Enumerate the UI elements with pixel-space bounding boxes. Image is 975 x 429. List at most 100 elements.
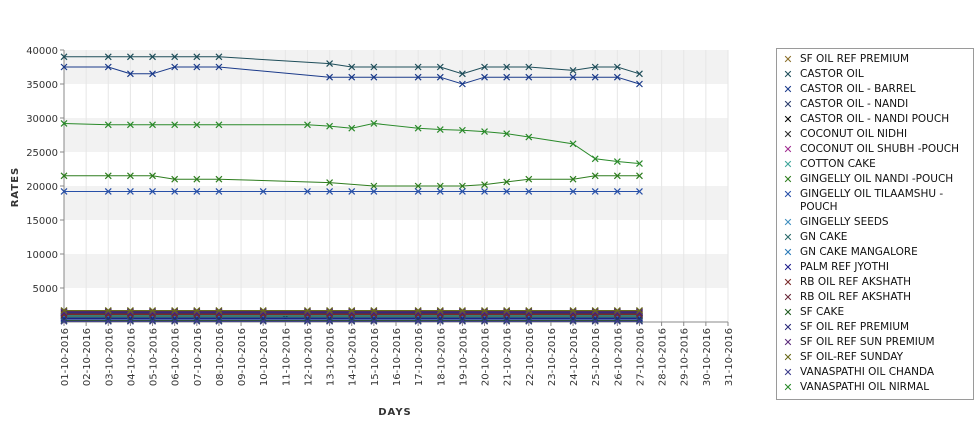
legend-marker-icon: ✕: [783, 366, 793, 379]
x-tick-label: 09-10-2016: [237, 328, 248, 386]
data-point: [60, 172, 68, 180]
data-point: [436, 317, 444, 325]
data-point: [348, 317, 356, 325]
data-point: [481, 317, 488, 325]
data-point: [591, 73, 599, 81]
legend-marker-icon: ✕: [783, 291, 793, 304]
data-point: [193, 53, 201, 61]
data-point: [591, 172, 599, 180]
data-point: [60, 188, 68, 195]
data-point: [348, 307, 356, 314]
series-20: [60, 317, 643, 325]
legend-label: GINGELLY OIL TILAAMSHU -POUCH: [800, 188, 944, 213]
data-point: [193, 188, 201, 195]
y-axis-ticks: 5000 10000 15000 20000 25000 30000 35000 40000: [26, 46, 64, 295]
legend-marker-icon: ✕: [783, 306, 793, 319]
series-18: [60, 308, 643, 316]
data-point: [591, 307, 599, 314]
x-tick-label: 12-10-2016: [303, 328, 314, 386]
data-point: [458, 182, 466, 190]
data-point: [613, 73, 621, 81]
data-point: [304, 307, 311, 314]
data-point: [370, 120, 378, 127]
x-tick-label: 29-10-2016: [680, 328, 691, 386]
data-point: [569, 308, 577, 316]
data-point: [104, 63, 112, 71]
data-point: [171, 63, 179, 71]
legend-marker-icon: ✕: [783, 113, 793, 126]
x-tick-label: 27-10-2016: [635, 328, 646, 386]
legend-marker-icon: ✕: [783, 321, 793, 334]
x-tick-label: 10-10-2016: [259, 328, 270, 386]
data-point: [591, 63, 599, 71]
data-point: [171, 53, 179, 61]
y-tick-label: 15000: [26, 216, 58, 227]
data-point: [193, 317, 201, 325]
x-tick-label: 16-10-2016: [392, 328, 403, 386]
x-tick-label: 15-10-2016: [370, 328, 381, 386]
legend-label: SF OIL REF PREMIUM: [800, 53, 910, 65]
data-point: [348, 124, 356, 132]
data-point: [458, 307, 466, 314]
data-point: [126, 70, 134, 78]
y-tick-label: 40000: [26, 46, 58, 57]
data-point: [104, 307, 112, 314]
data-point: [414, 73, 422, 81]
data-point: [613, 308, 621, 316]
y-tick-label: 20000: [26, 182, 58, 193]
data-point: [370, 182, 378, 190]
data-point: [636, 80, 643, 88]
data-point: [326, 308, 334, 316]
legend-marker-icon: ✕: [783, 53, 793, 66]
data-point: [370, 307, 378, 314]
data-point: [304, 317, 311, 325]
legend-item: ✕ RB OIL REF AKSHATH: [777, 291, 972, 304]
legend-label: PALM REF JYOTHI: [800, 261, 890, 273]
data-series: [60, 53, 643, 325]
data-point: [126, 307, 134, 314]
data-point: [348, 73, 356, 81]
data-point: [481, 307, 488, 314]
data-point: [436, 188, 444, 195]
x-tick-label: 26-10-2016: [613, 328, 624, 386]
series-1: [60, 53, 643, 78]
data-point: [60, 53, 68, 61]
data-point: [414, 182, 422, 190]
data-point: [259, 317, 267, 325]
data-point: [636, 160, 643, 167]
legend-item: ✕ VANASPATHI OIL NIRMAL: [777, 381, 972, 394]
data-point: [414, 63, 422, 71]
data-point: [525, 63, 533, 71]
data-point: [503, 188, 511, 195]
legend-label: RB OIL REF AKSHATH: [800, 291, 911, 303]
data-point: [149, 121, 156, 129]
data-point: [126, 53, 134, 61]
data-point: [414, 188, 422, 195]
data-point: [458, 308, 466, 316]
data-point: [215, 188, 223, 195]
legend-marker-icon: ✕: [783, 188, 793, 201]
x-axis-ticks: 01-10-2016 02-10-2016 03-10-2016 04-10-2016…: [60, 322, 735, 386]
data-point: [326, 317, 334, 325]
legend-item: ✕ COCONUT OIL SHUBH -POUCH: [777, 143, 972, 156]
y-axis-title: RATES: [10, 167, 21, 208]
legend-marker-icon: ✕: [783, 83, 793, 96]
data-point: [525, 175, 533, 183]
data-point: [525, 308, 533, 316]
legend-label: SF CAKE: [800, 306, 845, 318]
data-point: [326, 60, 334, 68]
data-point: [259, 188, 267, 195]
x-tick-label: 18-10-2016: [436, 328, 447, 386]
data-point: [304, 308, 311, 316]
legend-label: COCONUT OIL SHUBH -POUCH: [800, 143, 960, 155]
data-point: [370, 188, 378, 195]
x-axis-title: DAYS: [378, 407, 412, 418]
x-tick-label: 25-10-2016: [591, 328, 602, 386]
data-point: [259, 308, 267, 316]
legend-label: SF OIL REF PREMIUM: [800, 321, 910, 333]
legend-item: ✕ SF OIL REF SUN PREMIUM: [777, 336, 972, 349]
data-point: [458, 80, 466, 88]
data-point: [149, 307, 156, 314]
data-point: [149, 172, 156, 180]
data-point: [104, 53, 112, 61]
